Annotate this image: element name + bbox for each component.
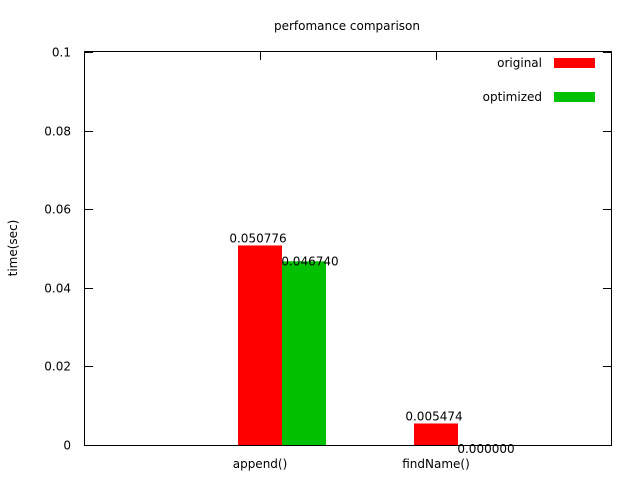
y-tick-label: 0.06 xyxy=(44,203,71,217)
bar-value-label: 0.005474 xyxy=(405,409,462,423)
y-tick-label: 0.02 xyxy=(44,360,71,374)
x-tick-label: findName() xyxy=(402,457,470,471)
bar-value-label: 0.046740 xyxy=(281,254,338,268)
y-axis-ticks: 0 0.02 0.04 0.06 0.08 0.1 xyxy=(44,46,611,453)
legend: original optimized xyxy=(483,56,595,104)
bar-original-1 xyxy=(414,423,458,445)
y-tick-label: 0.1 xyxy=(52,46,71,60)
bar-value-label: 0.000000 xyxy=(457,442,514,456)
bar-original-0 xyxy=(238,245,282,445)
y-axis-label: time(sec) xyxy=(6,220,20,277)
bars-group xyxy=(238,245,458,445)
y-tick-label: 0.08 xyxy=(44,125,71,139)
bar-value-labels: 0.050776 0.046740 0.005474 0.000000 xyxy=(229,231,514,456)
plot-frame xyxy=(84,51,612,446)
legend-label: optimized xyxy=(483,90,542,104)
bar-value-label: 0.050776 xyxy=(229,231,286,245)
legend-swatch xyxy=(554,58,595,68)
x-tick-label: append() xyxy=(233,457,288,471)
legend-label: original xyxy=(497,56,542,70)
bar-optimized-0 xyxy=(282,261,326,445)
legend-swatch xyxy=(554,92,595,102)
y-tick-label: 0.04 xyxy=(44,282,71,296)
chart-title: perfomance comparison xyxy=(274,19,420,33)
y-tick-label: 0 xyxy=(63,439,71,453)
